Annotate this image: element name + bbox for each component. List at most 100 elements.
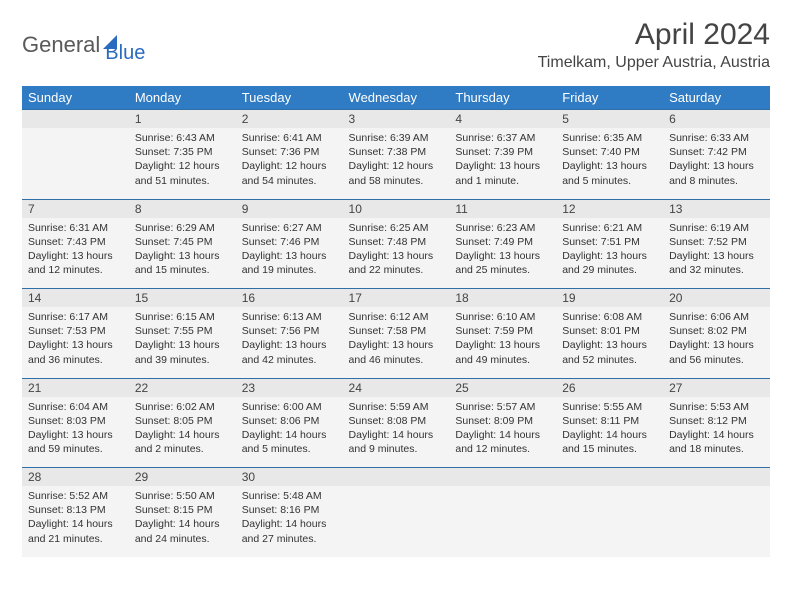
daylight-line2: and 52 minutes. bbox=[562, 353, 657, 367]
day-cell: Sunrise: 6:33 AMSunset: 7:42 PMDaylight:… bbox=[663, 128, 770, 199]
daynum-row: 78910111213 bbox=[22, 199, 770, 218]
title-block: April 2024 Timelkam, Upper Austria, Aust… bbox=[538, 18, 770, 72]
daylight-line1: Daylight: 13 hours bbox=[562, 159, 657, 173]
sunset-line: Sunset: 7:39 PM bbox=[455, 145, 550, 159]
day-number bbox=[556, 468, 663, 487]
day-cell: Sunrise: 6:21 AMSunset: 7:51 PMDaylight:… bbox=[556, 218, 663, 289]
day-number: 15 bbox=[129, 289, 236, 308]
day-cell: Sunrise: 5:55 AMSunset: 8:11 PMDaylight:… bbox=[556, 397, 663, 468]
daylight-line1: Daylight: 13 hours bbox=[562, 338, 657, 352]
daylight-line2: and 15 minutes. bbox=[135, 263, 230, 277]
daylight-line2: and 58 minutes. bbox=[349, 174, 444, 188]
daylight-line2: and 8 minutes. bbox=[669, 174, 764, 188]
sunrise-line: Sunrise: 6:15 AM bbox=[135, 310, 230, 324]
daylight-line1: Daylight: 12 hours bbox=[349, 159, 444, 173]
daylight-line2: and 39 minutes. bbox=[135, 353, 230, 367]
day-number: 25 bbox=[449, 378, 556, 397]
sunset-line: Sunset: 8:06 PM bbox=[242, 414, 337, 428]
day-number: 14 bbox=[22, 289, 129, 308]
day-cell: Sunrise: 6:06 AMSunset: 8:02 PMDaylight:… bbox=[663, 307, 770, 378]
daylight-line1: Daylight: 14 hours bbox=[669, 428, 764, 442]
daylight-line1: Daylight: 13 hours bbox=[669, 338, 764, 352]
sunrise-line: Sunrise: 6:37 AM bbox=[455, 131, 550, 145]
daylight-line1: Daylight: 14 hours bbox=[28, 517, 123, 531]
day-cell: Sunrise: 6:25 AMSunset: 7:48 PMDaylight:… bbox=[343, 218, 450, 289]
sunrise-line: Sunrise: 6:17 AM bbox=[28, 310, 123, 324]
sunset-line: Sunset: 7:46 PM bbox=[242, 235, 337, 249]
sunset-line: Sunset: 8:15 PM bbox=[135, 503, 230, 517]
day-cell bbox=[449, 486, 556, 557]
daylight-line1: Daylight: 13 hours bbox=[562, 249, 657, 263]
daylight-line1: Daylight: 14 hours bbox=[562, 428, 657, 442]
sunrise-line: Sunrise: 6:02 AM bbox=[135, 400, 230, 414]
day-number: 19 bbox=[556, 289, 663, 308]
day-cell: Sunrise: 5:59 AMSunset: 8:08 PMDaylight:… bbox=[343, 397, 450, 468]
day-cell bbox=[556, 486, 663, 557]
day-cell bbox=[22, 128, 129, 199]
day-number: 23 bbox=[236, 378, 343, 397]
daylight-line1: Daylight: 12 hours bbox=[135, 159, 230, 173]
day-cell: Sunrise: 6:39 AMSunset: 7:38 PMDaylight:… bbox=[343, 128, 450, 199]
daylight-line1: Daylight: 14 hours bbox=[135, 517, 230, 531]
day-header-row: Sunday Monday Tuesday Wednesday Thursday… bbox=[22, 86, 770, 110]
sunset-line: Sunset: 7:53 PM bbox=[28, 324, 123, 338]
sunset-line: Sunset: 7:49 PM bbox=[455, 235, 550, 249]
day-number bbox=[449, 468, 556, 487]
daylight-line1: Daylight: 13 hours bbox=[28, 428, 123, 442]
sunset-line: Sunset: 7:42 PM bbox=[669, 145, 764, 159]
sunrise-line: Sunrise: 6:00 AM bbox=[242, 400, 337, 414]
daylight-line1: Daylight: 14 hours bbox=[349, 428, 444, 442]
day-number: 22 bbox=[129, 378, 236, 397]
sunset-line: Sunset: 8:01 PM bbox=[562, 324, 657, 338]
content-row: Sunrise: 5:52 AMSunset: 8:13 PMDaylight:… bbox=[22, 486, 770, 557]
day-number: 11 bbox=[449, 199, 556, 218]
day-cell: Sunrise: 6:12 AMSunset: 7:58 PMDaylight:… bbox=[343, 307, 450, 378]
sunset-line: Sunset: 8:03 PM bbox=[28, 414, 123, 428]
daylight-line2: and 51 minutes. bbox=[135, 174, 230, 188]
sunrise-line: Sunrise: 6:25 AM bbox=[349, 221, 444, 235]
day-cell: Sunrise: 6:02 AMSunset: 8:05 PMDaylight:… bbox=[129, 397, 236, 468]
sunset-line: Sunset: 8:16 PM bbox=[242, 503, 337, 517]
daylight-line2: and 1 minute. bbox=[455, 174, 550, 188]
day-number: 3 bbox=[343, 110, 450, 129]
daylight-line1: Daylight: 13 hours bbox=[455, 159, 550, 173]
daylight-line2: and 42 minutes. bbox=[242, 353, 337, 367]
day-cell: Sunrise: 5:48 AMSunset: 8:16 PMDaylight:… bbox=[236, 486, 343, 557]
day-cell bbox=[343, 486, 450, 557]
day-number bbox=[22, 110, 129, 129]
sunset-line: Sunset: 8:05 PM bbox=[135, 414, 230, 428]
sunset-line: Sunset: 8:13 PM bbox=[28, 503, 123, 517]
sunrise-line: Sunrise: 6:06 AM bbox=[669, 310, 764, 324]
day-header: Friday bbox=[556, 86, 663, 110]
day-cell: Sunrise: 6:23 AMSunset: 7:49 PMDaylight:… bbox=[449, 218, 556, 289]
sunrise-line: Sunrise: 6:19 AM bbox=[669, 221, 764, 235]
month-title: April 2024 bbox=[538, 18, 770, 52]
sunset-line: Sunset: 8:11 PM bbox=[562, 414, 657, 428]
daylight-line1: Daylight: 13 hours bbox=[242, 249, 337, 263]
day-number: 10 bbox=[343, 199, 450, 218]
daynum-row: 21222324252627 bbox=[22, 378, 770, 397]
sunrise-line: Sunrise: 6:43 AM bbox=[135, 131, 230, 145]
daylight-line2: and 24 minutes. bbox=[135, 532, 230, 546]
daylight-line1: Daylight: 13 hours bbox=[455, 249, 550, 263]
brand-part1: General bbox=[22, 32, 100, 58]
day-number: 24 bbox=[343, 378, 450, 397]
day-number: 27 bbox=[663, 378, 770, 397]
sunrise-line: Sunrise: 5:57 AM bbox=[455, 400, 550, 414]
day-cell: Sunrise: 6:08 AMSunset: 8:01 PMDaylight:… bbox=[556, 307, 663, 378]
sunset-line: Sunset: 7:52 PM bbox=[669, 235, 764, 249]
sunrise-line: Sunrise: 6:13 AM bbox=[242, 310, 337, 324]
content-row: Sunrise: 6:17 AMSunset: 7:53 PM Daylight:… bbox=[22, 307, 770, 378]
sunset-line: Sunset: 8:02 PM bbox=[669, 324, 764, 338]
day-cell: Sunrise: 6:31 AMSunset: 7:43 PMDaylight:… bbox=[22, 218, 129, 289]
day-number bbox=[663, 468, 770, 487]
day-cell: Sunrise: 5:50 AMSunset: 8:15 PMDaylight:… bbox=[129, 486, 236, 557]
day-number: 17 bbox=[343, 289, 450, 308]
daylight-line2: and 36 minutes. bbox=[28, 353, 123, 367]
day-header: Tuesday bbox=[236, 86, 343, 110]
day-number: 12 bbox=[556, 199, 663, 218]
daylight-line1: Daylight: 14 hours bbox=[242, 517, 337, 531]
day-cell: Sunrise: 6:27 AMSunset: 7:46 PMDaylight:… bbox=[236, 218, 343, 289]
sunrise-line: Sunrise: 5:52 AM bbox=[28, 489, 123, 503]
daylight-line2: and 56 minutes. bbox=[669, 353, 764, 367]
